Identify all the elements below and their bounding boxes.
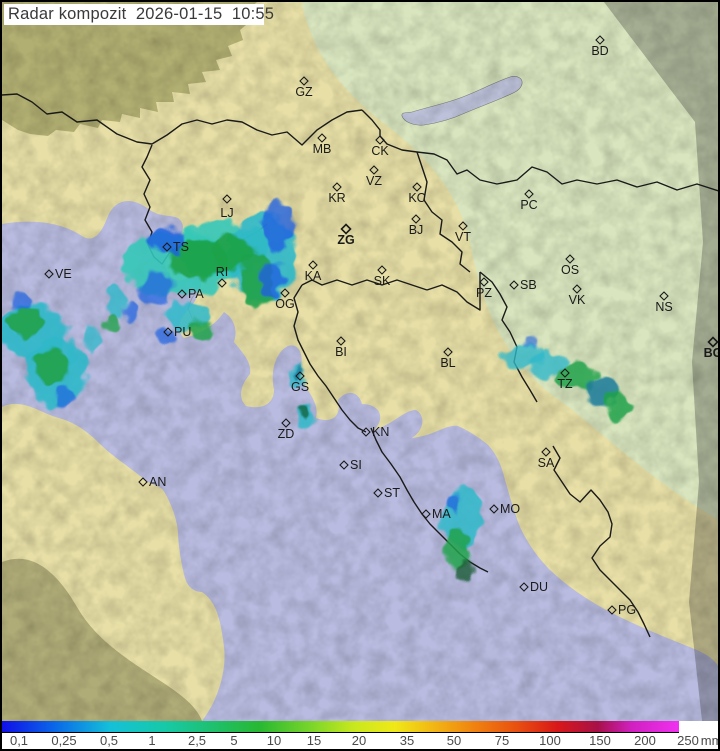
svg-text:GS: GS <box>291 380 309 394</box>
svg-text:GZ: GZ <box>295 85 313 99</box>
svg-text:MO: MO <box>500 502 520 516</box>
svg-text:ST: ST <box>384 486 400 500</box>
svg-text:SA: SA <box>538 456 555 470</box>
svg-text:BG: BG <box>704 346 720 360</box>
svg-text:PZ: PZ <box>476 286 492 300</box>
svg-text:SK: SK <box>374 274 391 288</box>
svg-text:CK: CK <box>371 144 389 158</box>
svg-text:KC: KC <box>408 191 425 205</box>
svg-text:RI: RI <box>216 265 229 279</box>
svg-text:VK: VK <box>569 293 586 307</box>
svg-text:VE: VE <box>55 267 72 281</box>
svg-text:SB: SB <box>520 278 537 292</box>
svg-text:TS: TS <box>173 240 189 254</box>
svg-text:PA: PA <box>188 287 204 301</box>
svg-text:SI: SI <box>350 458 362 472</box>
svg-text:ZD: ZD <box>278 427 295 441</box>
svg-text:MB: MB <box>313 142 332 156</box>
svg-text:PU: PU <box>174 325 191 339</box>
svg-text:MA: MA <box>432 507 451 521</box>
svg-text:TZ: TZ <box>557 377 573 391</box>
svg-text:DU: DU <box>530 580 548 594</box>
svg-text:PC: PC <box>520 198 537 212</box>
svg-text:ZG: ZG <box>337 233 354 247</box>
svg-text:KA: KA <box>305 269 322 283</box>
svg-text:LJ: LJ <box>220 206 233 220</box>
svg-text:PG: PG <box>618 603 636 617</box>
svg-text:KN: KN <box>372 425 389 439</box>
svg-text:BD: BD <box>591 44 608 58</box>
svg-text:BL: BL <box>440 356 455 370</box>
svg-text:OS: OS <box>561 263 579 277</box>
svg-text:VZ: VZ <box>366 174 382 188</box>
svg-text:VT: VT <box>455 230 471 244</box>
svg-text:BI: BI <box>335 345 347 359</box>
svg-text:KR: KR <box>328 191 345 205</box>
svg-text:OG: OG <box>275 297 294 311</box>
svg-text:AN: AN <box>149 475 166 489</box>
svg-text:BJ: BJ <box>409 223 424 237</box>
svg-text:NS: NS <box>655 300 672 314</box>
